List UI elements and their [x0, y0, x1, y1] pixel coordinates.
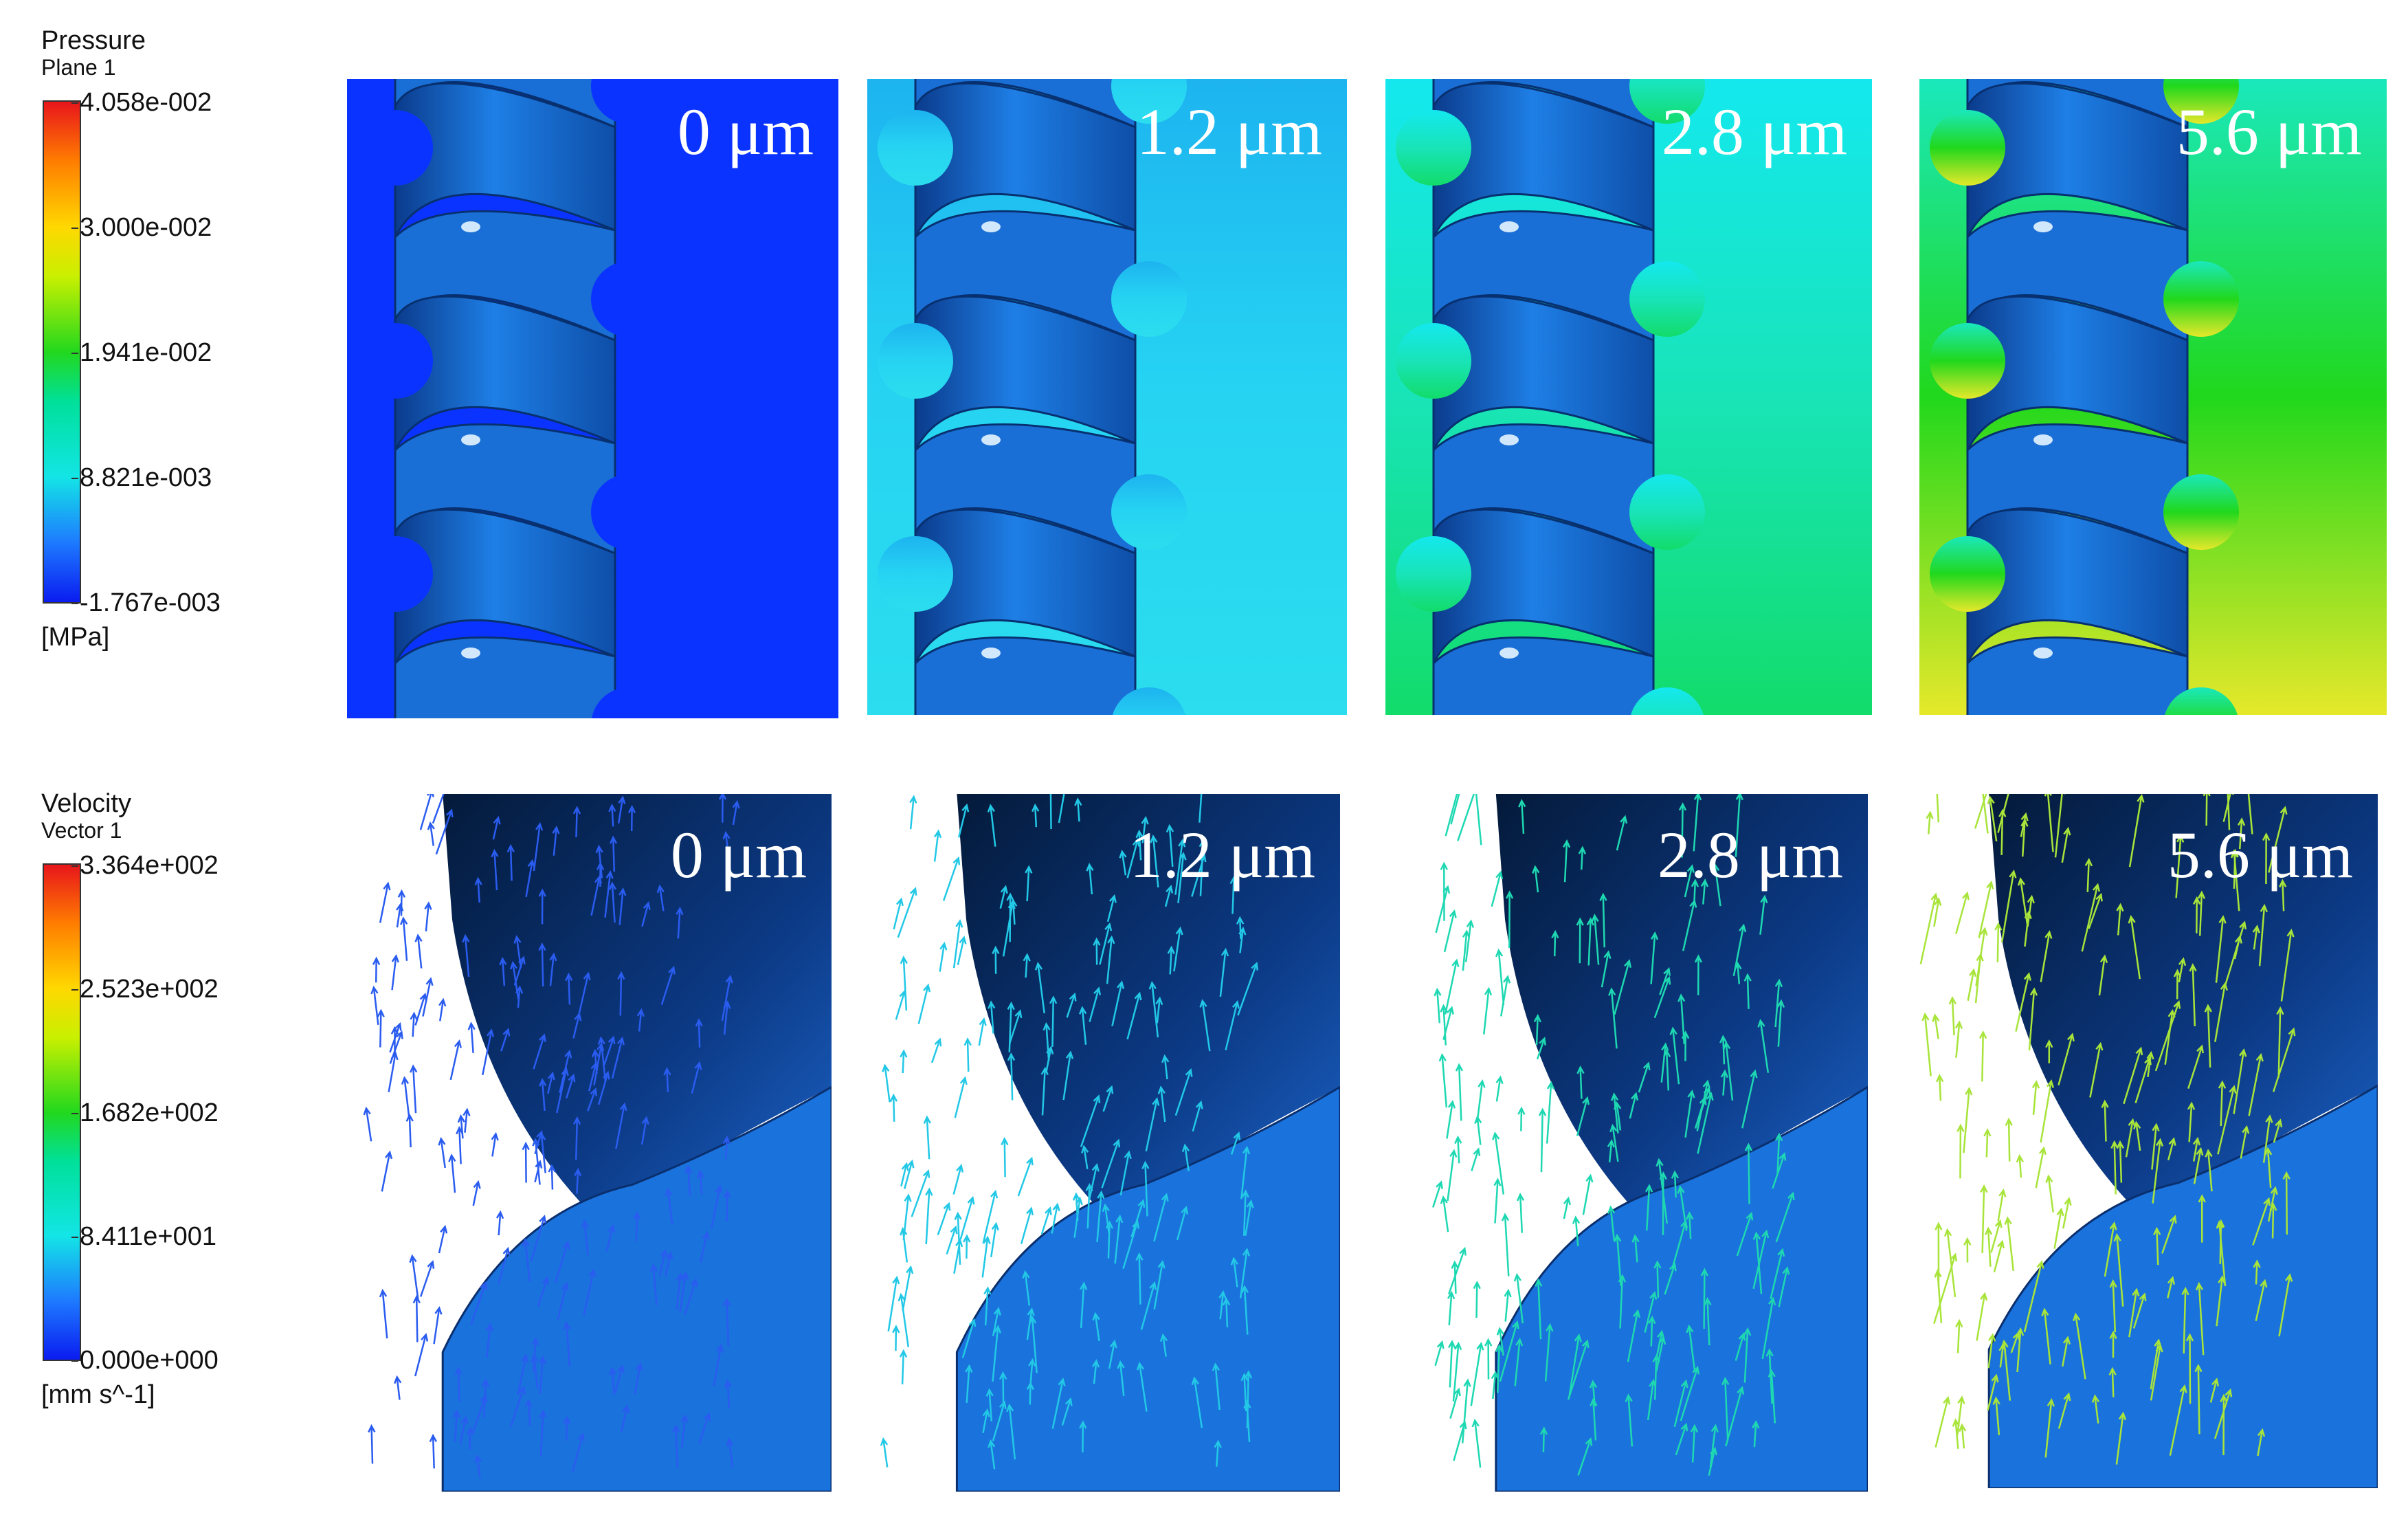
drill-helix — [394, 79, 616, 718]
drill-body — [1987, 1084, 2378, 1488]
pressure-tick-max: 4.058e-002 — [71, 88, 212, 117]
pressure-panel-label: 0 μm — [677, 95, 814, 168]
pressure-panel-0: 0 μm — [347, 79, 838, 718]
velocity-legend-title: Velocity — [41, 789, 131, 818]
velocity-tick-2: 2.523e+002 — [71, 975, 219, 1004]
pressure-panel-2: 2.8 μm — [1385, 79, 1872, 715]
velocity-tick-min: 0.000e+000 — [71, 1346, 219, 1375]
pressure-panel-1: 1.2 μm — [867, 79, 1347, 715]
velocity-vectors — [1919, 794, 2296, 1465]
drill-body — [1495, 1085, 1868, 1492]
velocity-vectors — [880, 794, 1259, 1470]
pressure-tick-min: -1.767e-003 — [71, 588, 221, 617]
pressure-panel-label: 5.6 μm — [2176, 95, 2362, 168]
velocity-legend-unit: [mm s^-1] — [41, 1380, 155, 1409]
pressure-legend-unit: [MPa] — [41, 623, 110, 652]
drill-helix — [914, 79, 1137, 715]
pressure-color-bar — [43, 100, 81, 604]
velocity-vectors — [1432, 794, 1795, 1476]
drill-helix — [1966, 79, 2189, 715]
velocity-panel-label: 2.8 μm — [1657, 818, 1843, 892]
drill-flute — [1989, 794, 2378, 1225]
pressure-legend: Pressure Plane 1 4.058e-002 3.000e-002 1… — [27, 27, 316, 674]
drill-flute — [957, 794, 1340, 1227]
velocity-tick-max: 3.364e+002 — [71, 851, 219, 880]
velocity-panel-1: 1.2 μm — [873, 794, 1340, 1492]
velocity-vectors — [363, 794, 740, 1477]
velocity-legend: Velocity Vector 1 3.364e+002 2.523e+002 … — [27, 790, 316, 1437]
velocity-tick-3: 1.682e+002 — [71, 1098, 219, 1127]
pressure-legend-title: Pressure — [41, 26, 146, 55]
velocity-panel-3: 5.6 μm — [1904, 794, 2378, 1488]
velocity-panel-2: 2.8 μm — [1414, 794, 1868, 1492]
velocity-color-bar — [43, 863, 81, 1361]
velocity-legend-subtitle: Vector 1 — [41, 818, 122, 843]
velocity-panel-label: 0 μm — [670, 818, 807, 892]
pressure-tick-4: 8.821e-003 — [71, 463, 212, 492]
velocity-tick-4: 8.411e+001 — [71, 1222, 216, 1251]
pressure-tick-2: 3.000e-002 — [71, 213, 212, 242]
velocity-panel-label: 1.2 μm — [1129, 818, 1315, 892]
pressure-legend-subtitle: Plane 1 — [41, 55, 116, 80]
pressure-panel-label: 2.8 μm — [1661, 95, 1847, 168]
drill-helix — [1432, 79, 1655, 715]
velocity-panel-0: 0 μm — [357, 794, 832, 1492]
pressure-panel-label: 1.2 μm — [1136, 95, 1322, 168]
pressure-tick-3: 1.941e-002 — [71, 338, 212, 367]
velocity-panel-label: 5.6 μm — [2167, 818, 2353, 892]
pressure-panel-3: 5.6 μm — [1919, 79, 2387, 715]
drill-flute — [443, 794, 832, 1227]
